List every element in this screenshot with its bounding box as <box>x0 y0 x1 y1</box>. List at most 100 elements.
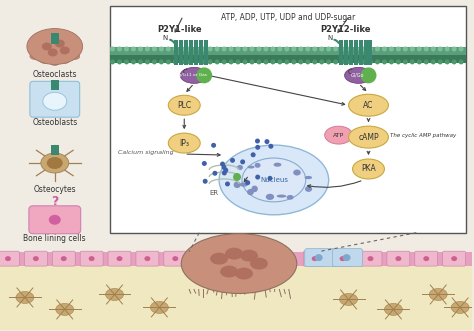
Ellipse shape <box>16 292 34 304</box>
Ellipse shape <box>424 46 429 51</box>
Ellipse shape <box>247 166 255 168</box>
Ellipse shape <box>353 159 384 179</box>
Ellipse shape <box>410 46 415 51</box>
Bar <box>338 39 343 66</box>
Ellipse shape <box>240 250 258 261</box>
Text: IP₃: IP₃ <box>179 139 189 148</box>
Ellipse shape <box>230 158 235 163</box>
Ellipse shape <box>60 58 70 64</box>
Ellipse shape <box>255 174 260 180</box>
Text: PKA: PKA <box>361 165 376 173</box>
Ellipse shape <box>431 60 436 65</box>
Ellipse shape <box>212 171 218 176</box>
FancyBboxPatch shape <box>331 251 354 266</box>
Ellipse shape <box>194 60 199 65</box>
FancyBboxPatch shape <box>443 251 465 266</box>
Ellipse shape <box>201 46 206 51</box>
Ellipse shape <box>27 28 82 65</box>
FancyBboxPatch shape <box>24 251 47 266</box>
Bar <box>0 254 472 330</box>
Ellipse shape <box>396 46 401 51</box>
Bar <box>368 39 373 66</box>
Ellipse shape <box>268 144 273 149</box>
Text: Osteoclasts: Osteoclasts <box>33 71 77 79</box>
Ellipse shape <box>417 60 422 65</box>
Ellipse shape <box>233 173 241 181</box>
Ellipse shape <box>305 46 310 51</box>
Ellipse shape <box>152 60 157 65</box>
Ellipse shape <box>145 256 150 261</box>
Ellipse shape <box>249 46 255 51</box>
Ellipse shape <box>42 42 52 50</box>
Ellipse shape <box>47 157 63 169</box>
Ellipse shape <box>43 92 67 110</box>
Text: Calcium signaling: Calcium signaling <box>118 150 173 155</box>
Ellipse shape <box>452 46 456 51</box>
Ellipse shape <box>228 46 234 51</box>
Ellipse shape <box>5 256 11 261</box>
Ellipse shape <box>395 256 401 261</box>
Ellipse shape <box>429 289 447 301</box>
Ellipse shape <box>340 60 345 65</box>
FancyBboxPatch shape <box>359 251 382 266</box>
Ellipse shape <box>237 165 243 170</box>
Ellipse shape <box>251 152 255 157</box>
Ellipse shape <box>264 139 269 144</box>
FancyBboxPatch shape <box>387 251 410 266</box>
Text: Nucleus: Nucleus <box>260 177 288 183</box>
Ellipse shape <box>181 234 297 294</box>
Ellipse shape <box>89 256 95 261</box>
FancyBboxPatch shape <box>0 251 19 266</box>
Ellipse shape <box>389 46 394 51</box>
Ellipse shape <box>452 60 456 65</box>
Ellipse shape <box>131 60 136 65</box>
Ellipse shape <box>50 60 60 66</box>
Ellipse shape <box>459 46 464 51</box>
Text: The cyclic AMP pathway: The cyclic AMP pathway <box>391 133 456 138</box>
Text: PLC: PLC <box>177 101 191 110</box>
Ellipse shape <box>202 161 207 166</box>
Ellipse shape <box>69 47 77 54</box>
Ellipse shape <box>367 256 374 261</box>
Ellipse shape <box>375 60 380 65</box>
Ellipse shape <box>389 60 394 65</box>
Ellipse shape <box>347 60 352 65</box>
Ellipse shape <box>284 60 289 65</box>
Ellipse shape <box>187 46 191 51</box>
Ellipse shape <box>208 60 213 65</box>
Ellipse shape <box>417 46 422 51</box>
Ellipse shape <box>361 46 366 51</box>
Ellipse shape <box>49 215 61 225</box>
Ellipse shape <box>168 133 200 153</box>
Ellipse shape <box>110 60 115 65</box>
Text: Gq/G11 or Gas: Gq/G11 or Gas <box>175 73 207 77</box>
Ellipse shape <box>145 46 150 51</box>
Ellipse shape <box>180 68 208 83</box>
Ellipse shape <box>222 170 227 175</box>
Ellipse shape <box>451 256 457 261</box>
FancyBboxPatch shape <box>415 251 438 266</box>
Ellipse shape <box>221 165 227 170</box>
Ellipse shape <box>173 46 178 51</box>
FancyBboxPatch shape <box>52 251 75 266</box>
Ellipse shape <box>284 46 289 51</box>
Ellipse shape <box>312 256 318 261</box>
Ellipse shape <box>152 46 157 51</box>
FancyBboxPatch shape <box>29 206 81 234</box>
Ellipse shape <box>40 58 50 64</box>
Ellipse shape <box>345 68 373 83</box>
Text: Gi/Go: Gi/Go <box>351 73 365 78</box>
Ellipse shape <box>215 46 219 51</box>
Ellipse shape <box>240 159 245 165</box>
Ellipse shape <box>180 46 185 51</box>
Ellipse shape <box>273 163 282 167</box>
Ellipse shape <box>110 46 115 51</box>
Ellipse shape <box>245 180 250 185</box>
Ellipse shape <box>256 60 262 65</box>
Text: ATP, ADP, UTP, UDP and UDP-sugar: ATP, ADP, UTP, UDP and UDP-sugar <box>221 13 355 22</box>
Ellipse shape <box>223 168 228 173</box>
Ellipse shape <box>33 256 39 261</box>
FancyBboxPatch shape <box>303 251 326 266</box>
Ellipse shape <box>225 181 230 186</box>
Bar <box>364 39 367 66</box>
